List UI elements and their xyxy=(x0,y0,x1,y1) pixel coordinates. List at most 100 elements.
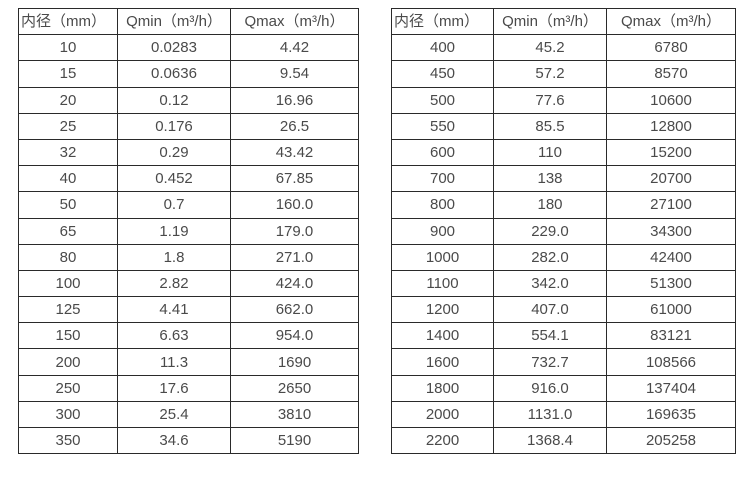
diameter-cell: 2000 xyxy=(391,400,494,429)
table-row: 15 0.0636 9.54 xyxy=(18,60,359,88)
qmax-cell: 954.0 xyxy=(230,322,359,350)
qmin-cell: 1131.0 xyxy=(493,400,607,429)
diameter-cell: 100 xyxy=(18,269,118,298)
qmax-cell: 43.42 xyxy=(230,138,359,167)
qmax-cell: 271.0 xyxy=(230,243,359,271)
diameter-cell: 2200 xyxy=(391,426,494,455)
qmin-cell: 1.8 xyxy=(117,243,231,271)
table-row: 600 110 15200 xyxy=(391,138,736,167)
table-row: 65 1.19 179.0 xyxy=(18,217,359,245)
diameter-cell: 200 xyxy=(18,348,118,376)
qmin-cell: 0.29 xyxy=(117,138,231,167)
qmin-cell: 11.3 xyxy=(117,348,231,376)
table-row: 250 17.6 2650 xyxy=(18,374,359,402)
table-row: 1400 554.1 83121 xyxy=(391,322,736,350)
diameter-cell: 350 xyxy=(18,426,118,455)
table-row: 900 229.0 34300 xyxy=(391,217,736,245)
qmin-cell: 342.0 xyxy=(493,269,607,298)
table-row: 50 0.7 160.0 xyxy=(18,191,359,219)
header-cell-qmax-cell: Qmax（m³/h） xyxy=(230,7,359,36)
qmax-cell: 51300 xyxy=(606,269,736,298)
qmin-cell: 0.0636 xyxy=(117,60,231,88)
qmin-cell: 0.452 xyxy=(117,165,231,193)
qmax-cell: 15200 xyxy=(606,138,736,167)
table-row: 10 0.0283 4.42 xyxy=(18,34,359,62)
header-cell-qmax-cell: Qmax（m³/h） xyxy=(606,7,736,36)
table-row: 450 57.2 8570 xyxy=(391,60,736,88)
qmin-cell: 4.41 xyxy=(117,296,231,324)
table-row: 500 77.6 10600 xyxy=(391,86,736,114)
diameter-cell: 900 xyxy=(391,217,494,245)
qmin-cell: 17.6 xyxy=(117,374,231,402)
diameter-cell: 32 xyxy=(18,138,118,167)
diameter-cell: 450 xyxy=(391,60,494,88)
header-row: 内径（mm） Qmin（m³/h） Qmax（m³/h） xyxy=(391,7,736,36)
qmin-cell: 554.1 xyxy=(493,322,607,350)
qmin-cell: 282.0 xyxy=(493,243,607,271)
diameter-cell: 25 xyxy=(18,112,118,140)
table-row: 20 0.12 16.96 xyxy=(18,86,359,114)
qmax-cell: 10600 xyxy=(606,86,736,114)
qmin-cell: 57.2 xyxy=(493,60,607,88)
qmax-cell: 205258 xyxy=(606,426,736,455)
table-row: 2000 1131.0 169635 xyxy=(391,400,736,429)
qmin-cell: 916.0 xyxy=(493,374,607,402)
qmin-cell: 34.6 xyxy=(117,426,231,455)
qmax-cell: 12800 xyxy=(606,112,736,140)
qmax-cell: 83121 xyxy=(606,322,736,350)
header-row: 内径（mm） Qmin（m³/h） Qmax（m³/h） xyxy=(18,7,359,36)
qmin-cell: 2.82 xyxy=(117,269,231,298)
qmax-cell: 20700 xyxy=(606,165,736,193)
qmin-cell: 85.5 xyxy=(493,112,607,140)
diameter-cell: 500 xyxy=(391,86,494,114)
diameter-cell: 20 xyxy=(18,86,118,114)
qmax-cell: 34300 xyxy=(606,217,736,245)
diameter-cell: 80 xyxy=(18,243,118,271)
table-row: 350 34.6 5190 xyxy=(18,426,359,455)
table-row: 1800 916.0 137404 xyxy=(391,374,736,402)
qmin-cell: 110 xyxy=(493,138,607,167)
diameter-cell: 400 xyxy=(391,34,494,62)
qmin-cell: 1368.4 xyxy=(493,426,607,455)
qmax-cell: 61000 xyxy=(606,296,736,324)
qmax-cell: 2650 xyxy=(230,374,359,402)
qmax-cell: 16.96 xyxy=(230,86,359,114)
qmin-cell: 0.7 xyxy=(117,191,231,219)
qmin-cell: 138 xyxy=(493,165,607,193)
table-row: 1600 732.7 108566 xyxy=(391,348,736,376)
flow-table-small-diameters: 内径（mm） Qmin（m³/h） Qmax（m³/h） 10 0.0283 4.42 1… xyxy=(18,7,359,455)
table-row: 100 2.82 424.0 xyxy=(18,269,359,298)
qmax-cell: 3810 xyxy=(230,400,359,429)
qmin-cell: 180 xyxy=(493,191,607,219)
diameter-cell: 250 xyxy=(18,374,118,402)
qmax-cell: 67.85 xyxy=(230,165,359,193)
table-row: 700 138 20700 xyxy=(391,165,736,193)
qmin-cell: 45.2 xyxy=(493,34,607,62)
table-row: 80 1.8 271.0 xyxy=(18,243,359,271)
diameter-cell: 1600 xyxy=(391,348,494,376)
diameter-cell: 700 xyxy=(391,165,494,193)
table-row: 300 25.4 3810 xyxy=(18,400,359,429)
table-row: 550 85.5 12800 xyxy=(391,112,736,140)
qmax-cell: 662.0 xyxy=(230,296,359,324)
diameter-cell: 15 xyxy=(18,60,118,88)
qmin-cell: 0.12 xyxy=(117,86,231,114)
header-cell-qmin-cell: Qmin（m³/h） xyxy=(117,7,231,36)
qmax-cell: 9.54 xyxy=(230,60,359,88)
flow-table-large-diameters: 内径（mm） Qmin（m³/h） Qmax（m³/h） 400 45.2 6780 45… xyxy=(391,7,736,455)
diameter-cell: 50 xyxy=(18,191,118,219)
diameter-cell: 1400 xyxy=(391,322,494,350)
flow-rate-tables: 内径（mm） Qmin（m³/h） Qmax（m³/h） 10 0.0283 4.42 1… xyxy=(18,7,736,455)
qmax-cell: 5190 xyxy=(230,426,359,455)
qmin-cell: 0.0283 xyxy=(117,34,231,62)
table-row: 1100 342.0 51300 xyxy=(391,269,736,298)
qmax-cell: 8570 xyxy=(606,60,736,88)
qmax-cell: 108566 xyxy=(606,348,736,376)
diameter-cell: 1100 xyxy=(391,269,494,298)
diameter-cell: 10 xyxy=(18,34,118,62)
table-row: 32 0.29 43.42 xyxy=(18,138,359,167)
qmin-cell: 732.7 xyxy=(493,348,607,376)
qmax-cell: 27100 xyxy=(606,191,736,219)
qmax-cell: 1690 xyxy=(230,348,359,376)
qmax-cell: 42400 xyxy=(606,243,736,271)
